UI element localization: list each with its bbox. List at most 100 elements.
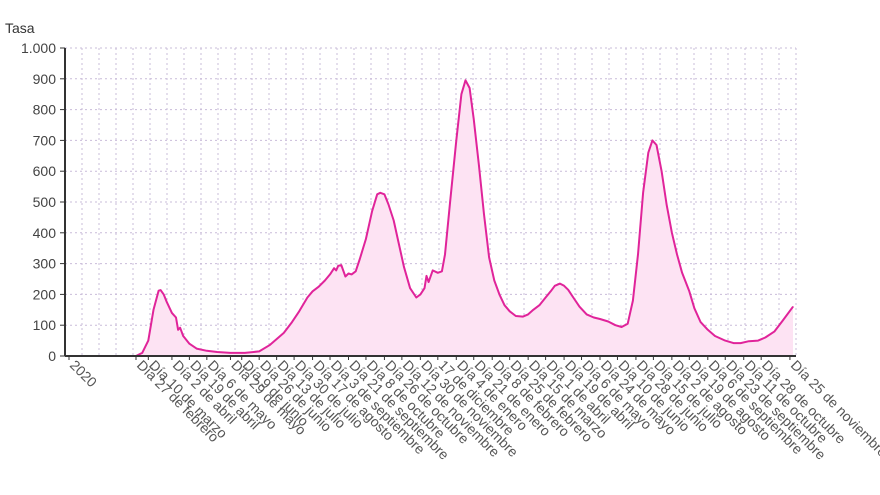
data-point bbox=[182, 335, 184, 337]
data-point bbox=[291, 321, 293, 323]
data-point bbox=[544, 296, 547, 299]
data-point bbox=[559, 283, 561, 285]
data-point bbox=[379, 192, 381, 194]
data-point bbox=[693, 307, 696, 309]
gridlines bbox=[65, 47, 797, 356]
data-point bbox=[527, 313, 529, 316]
data-point bbox=[567, 289, 569, 291]
data-point bbox=[276, 338, 278, 340]
y-tick-label: 800 bbox=[33, 102, 57, 118]
data-point bbox=[337, 265, 339, 267]
data-point bbox=[206, 350, 208, 352]
data-point bbox=[387, 203, 390, 206]
data-point bbox=[700, 321, 702, 323]
data-point bbox=[432, 269, 434, 271]
data-point bbox=[707, 329, 709, 331]
data-point bbox=[554, 285, 556, 287]
data-point bbox=[473, 118, 475, 120]
data-point bbox=[688, 290, 690, 292]
x-tick-label: 2020 bbox=[67, 357, 100, 390]
y-tick-label: 1.000 bbox=[21, 40, 56, 56]
data-point bbox=[757, 340, 759, 342]
data-point bbox=[599, 318, 601, 320]
data-point bbox=[344, 275, 347, 278]
data-point bbox=[464, 79, 467, 81]
data-point bbox=[681, 272, 683, 274]
data-point bbox=[488, 256, 490, 259]
y-tick-label: 300 bbox=[33, 256, 57, 272]
data-point bbox=[455, 139, 457, 141]
data-point bbox=[427, 281, 430, 283]
data-point bbox=[329, 273, 331, 275]
data-point bbox=[195, 348, 198, 350]
data-point bbox=[258, 350, 260, 352]
data-point bbox=[371, 210, 373, 212]
data-point bbox=[437, 272, 439, 274]
data-point bbox=[152, 309, 155, 311]
data-point bbox=[171, 312, 173, 314]
y-tick-label: 700 bbox=[33, 132, 57, 148]
data-point bbox=[478, 164, 480, 166]
data-point bbox=[141, 352, 143, 354]
data-point bbox=[376, 193, 378, 195]
y-tick-label: 600 bbox=[33, 163, 57, 179]
data-point bbox=[298, 310, 300, 312]
data-point bbox=[311, 290, 314, 292]
data-point bbox=[572, 296, 574, 299]
data-point bbox=[714, 335, 716, 337]
data-point bbox=[175, 316, 177, 319]
y-tick-label: 0 bbox=[48, 348, 56, 364]
data-point bbox=[550, 290, 552, 292]
data-point bbox=[792, 306, 794, 308]
data-point bbox=[676, 253, 678, 255]
data-point bbox=[586, 313, 588, 316]
data-point bbox=[732, 342, 735, 344]
data-point bbox=[515, 315, 517, 317]
y-tick-label: 100 bbox=[33, 317, 57, 333]
area-fill bbox=[65, 80, 793, 357]
data-point bbox=[318, 286, 320, 288]
data-point bbox=[522, 315, 524, 318]
data-point bbox=[423, 287, 426, 289]
data-point bbox=[340, 264, 342, 266]
data-point bbox=[398, 242, 400, 245]
data-point bbox=[740, 342, 742, 344]
data-point bbox=[724, 340, 726, 342]
y-tick-labels: 0 100 200 300 400 500 600 700 800 900 1.000 bbox=[21, 40, 56, 364]
y-tick-label: 900 bbox=[33, 71, 57, 87]
data-point bbox=[188, 343, 190, 345]
data-point bbox=[563, 285, 565, 287]
data-point bbox=[306, 296, 309, 299]
data-point bbox=[655, 144, 658, 146]
data-point bbox=[449, 201, 451, 203]
data-point bbox=[441, 270, 443, 272]
data-point bbox=[268, 344, 271, 346]
y-tick-label: 400 bbox=[33, 225, 57, 241]
data-point bbox=[460, 93, 463, 95]
data-point bbox=[283, 332, 285, 334]
data-point bbox=[607, 320, 609, 323]
data-point bbox=[355, 270, 357, 272]
data-point bbox=[642, 192, 644, 194]
data-point bbox=[509, 310, 511, 312]
y-tick-label: 500 bbox=[33, 194, 57, 210]
data-point bbox=[383, 193, 386, 195]
data-point bbox=[651, 139, 653, 141]
data-point bbox=[347, 272, 350, 275]
data-point bbox=[493, 279, 495, 282]
data-point bbox=[627, 323, 629, 325]
data-point bbox=[647, 152, 649, 154]
y-axis-title: Tasa bbox=[5, 20, 35, 36]
data-point bbox=[147, 340, 149, 342]
data-point bbox=[415, 296, 417, 299]
data-point bbox=[419, 293, 421, 295]
data-point bbox=[632, 299, 634, 302]
data-point bbox=[425, 275, 428, 277]
data-point bbox=[614, 324, 617, 326]
series-line bbox=[65, 79, 794, 357]
data-point bbox=[764, 336, 766, 339]
data-point bbox=[782, 319, 784, 322]
data-point bbox=[324, 279, 326, 282]
data-point bbox=[365, 238, 367, 240]
